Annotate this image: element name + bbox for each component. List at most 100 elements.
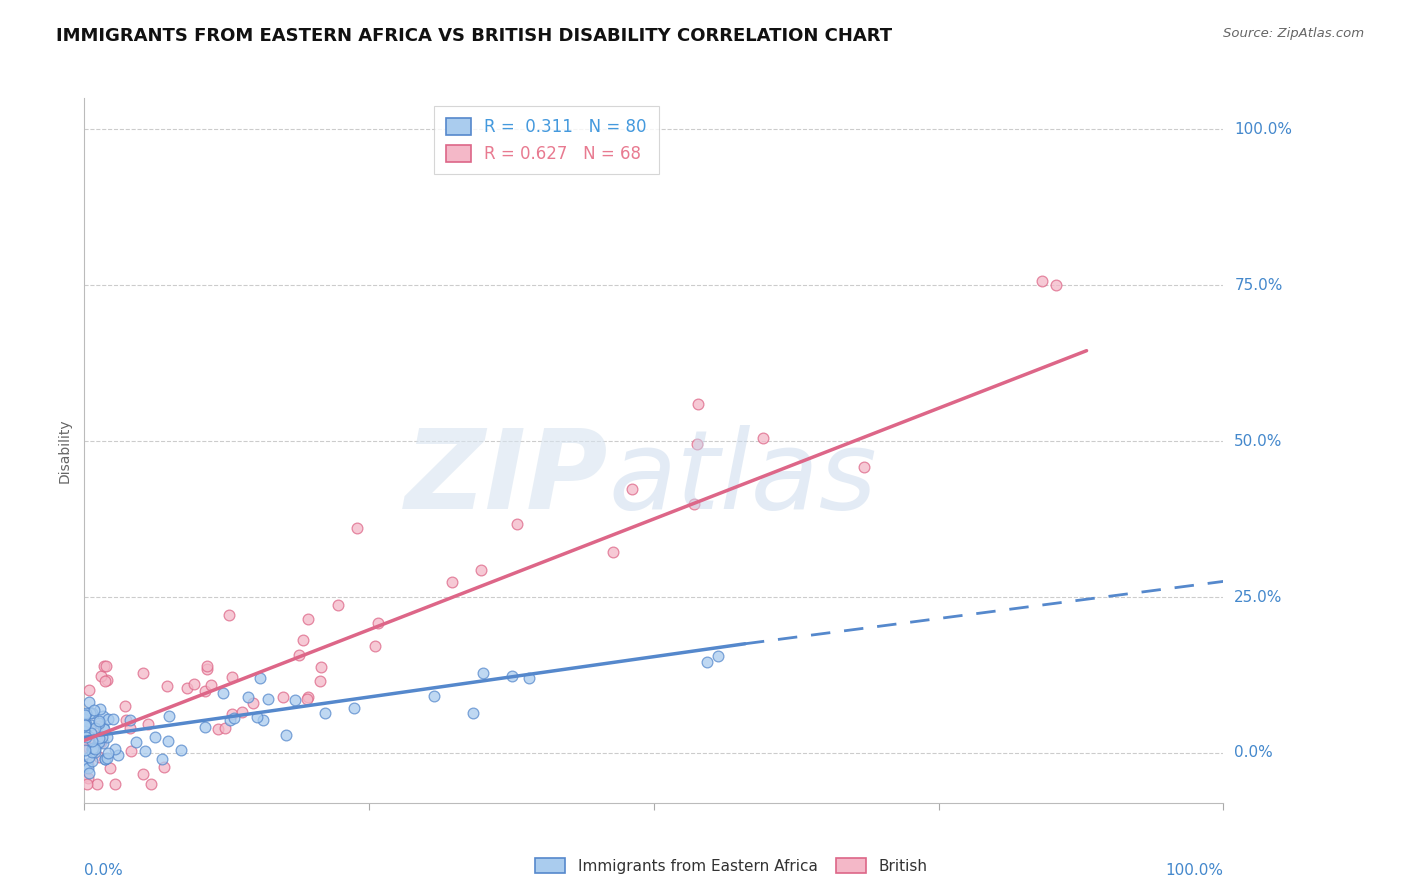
Point (104, 777, 127, 791)
Point (73, 758, 96, 772)
Point (86, 730, 108, 744)
Point (271, 690, 294, 704)
Point (183, 677, 205, 691)
Point (231, 705, 253, 719)
Point (224, 711, 246, 725)
Point (73, 718, 96, 732)
Point (93, 752, 115, 766)
Y-axis label: Disability: Disability (58, 418, 72, 483)
Point (80, 741, 103, 756)
Point (80, 717, 103, 731)
Point (195, 662, 218, 676)
Point (242, 696, 264, 710)
Point (136, 717, 159, 731)
Point (688, 397, 710, 411)
Point (98, 761, 121, 775)
Point (853, 459, 876, 474)
Text: 25.0%: 25.0% (1234, 590, 1282, 605)
Point (274, 728, 297, 742)
Point (752, 431, 775, 445)
Point (309, 674, 332, 689)
Point (363, 639, 385, 653)
Point (75, 706, 97, 720)
Point (91, 709, 114, 723)
Point (76, 761, 98, 775)
Point (367, 615, 389, 630)
Point (90, 735, 112, 749)
Legend: R =  0.311   N = 80, R = 0.627   N = 68: R = 0.311 N = 80, R = 0.627 N = 68 (434, 106, 658, 175)
Point (75, 768, 97, 782)
Text: Source: ZipAtlas.com: Source: ZipAtlas.com (1223, 27, 1364, 40)
Point (86, 777, 108, 791)
Point (346, 521, 368, 535)
Point (80, 745, 103, 759)
Text: 75.0%: 75.0% (1234, 277, 1282, 293)
Point (517, 672, 540, 686)
Point (93, 723, 115, 737)
Point (76, 756, 98, 771)
Point (252, 713, 274, 727)
Point (1045, 278, 1067, 293)
Point (73, 717, 96, 731)
Point (96, 730, 118, 744)
Point (602, 545, 624, 559)
Point (77, 749, 100, 764)
Point (80, 754, 103, 768)
Point (343, 701, 366, 715)
Point (114, 698, 136, 713)
Point (214, 722, 236, 736)
Point (94, 673, 117, 688)
Point (212, 686, 235, 700)
Point (156, 679, 179, 693)
Point (73, 723, 96, 738)
Point (73, 725, 96, 739)
Text: 0.0%: 0.0% (1234, 746, 1272, 760)
Point (314, 706, 336, 720)
Point (87, 735, 110, 749)
Point (194, 684, 217, 698)
Point (97, 712, 120, 726)
Point (238, 690, 260, 705)
Point (93, 658, 115, 673)
Point (423, 689, 446, 703)
Point (90, 669, 112, 683)
Point (221, 707, 243, 722)
Point (77, 695, 100, 709)
Point (84, 745, 107, 759)
Point (200, 677, 222, 691)
Point (501, 669, 523, 683)
Point (107, 748, 129, 763)
Point (82, 741, 104, 756)
Point (97, 746, 120, 760)
Point (221, 670, 243, 684)
Point (75, 707, 97, 722)
Point (83, 721, 105, 735)
Point (218, 713, 240, 727)
Point (118, 722, 141, 736)
Point (77, 772, 100, 786)
Point (76, 757, 98, 772)
Point (91, 736, 114, 750)
Point (134, 744, 156, 758)
Point (470, 563, 492, 577)
Point (150, 752, 173, 766)
Text: 0.0%: 0.0% (84, 863, 124, 878)
Point (156, 734, 179, 748)
Point (120, 744, 142, 758)
Point (152, 760, 174, 774)
Point (76, 777, 98, 791)
Text: ZIP: ZIP (405, 425, 609, 533)
Point (249, 671, 271, 685)
Point (87, 714, 110, 728)
Point (75, 742, 97, 756)
Point (94, 659, 117, 673)
Point (82, 706, 104, 720)
Point (89, 702, 111, 716)
Point (288, 648, 311, 662)
Point (683, 497, 706, 511)
Point (1031, 274, 1053, 288)
Point (79, 706, 101, 720)
Point (143, 731, 166, 745)
Point (207, 722, 229, 736)
Point (94, 752, 117, 766)
